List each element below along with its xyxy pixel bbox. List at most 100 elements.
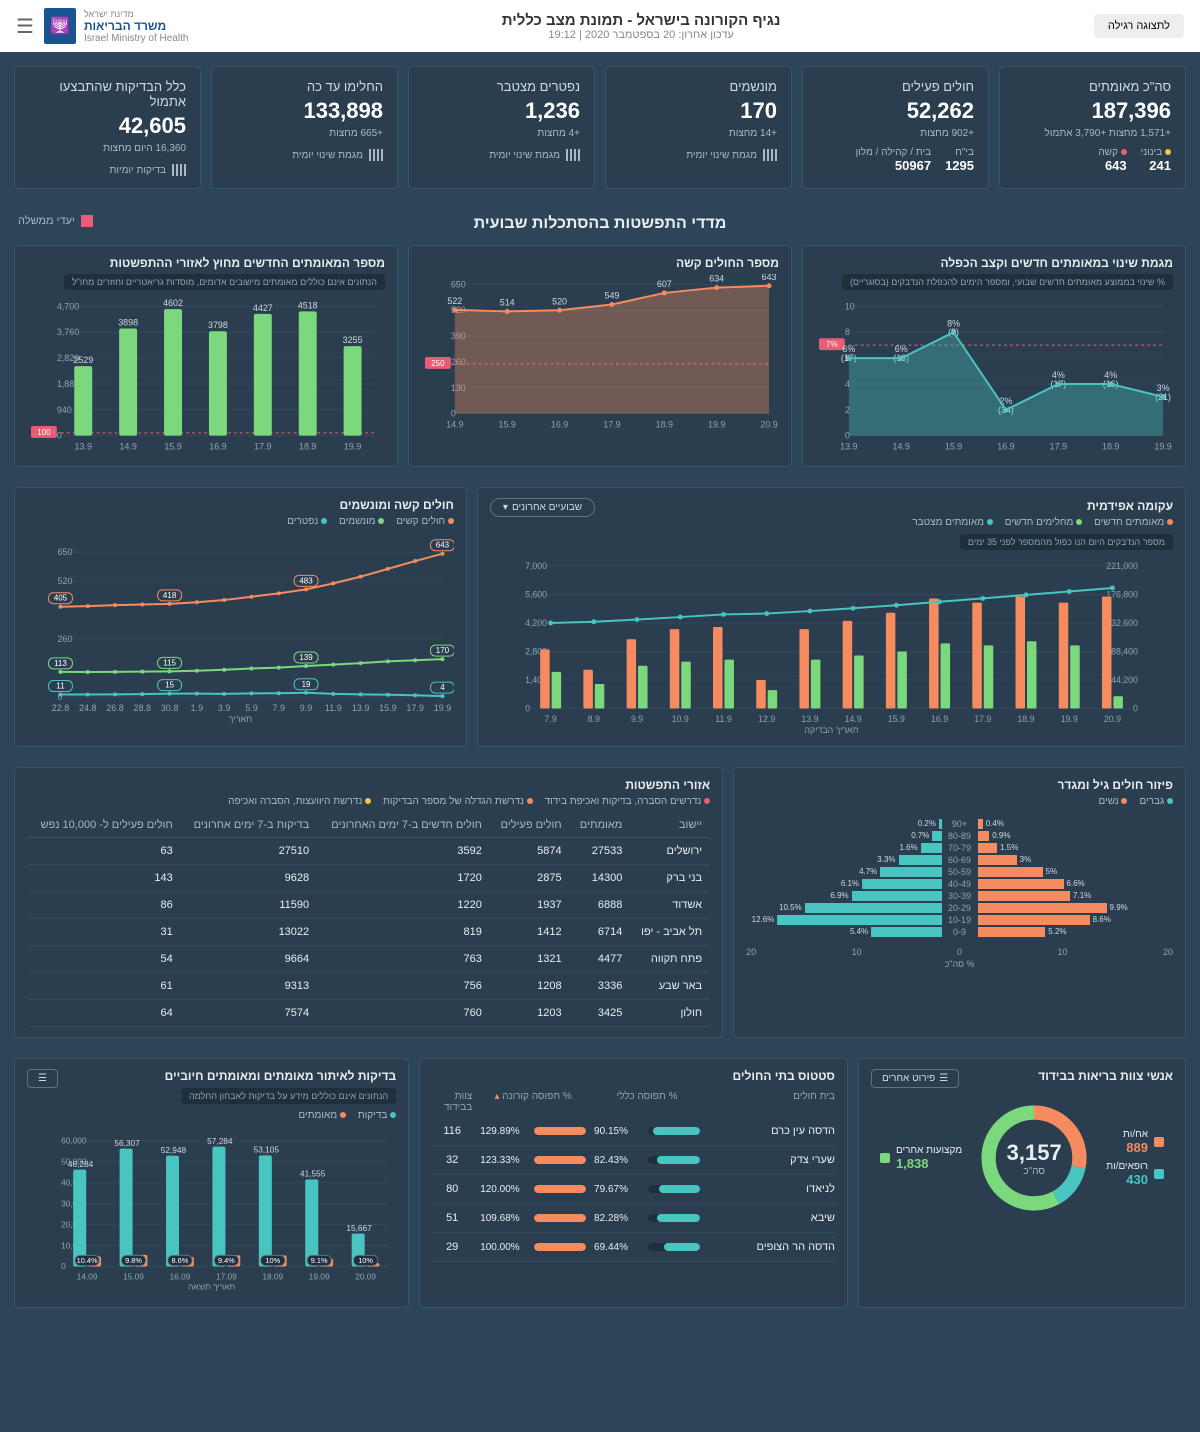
svg-text:19.9: 19.9: [434, 703, 452, 713]
kpi-card: נפטרים מצטבר 1,236 +4 מחצותמגמת שינוי יו…: [408, 66, 595, 189]
svg-text:4518: 4518: [298, 300, 318, 310]
age-title: פיזור חולים גיל ומגדר: [746, 778, 1173, 792]
svg-text:10%: 10%: [265, 1256, 280, 1265]
svg-text:15.9: 15.9: [498, 420, 515, 430]
table-header[interactable]: חולים פעילים: [490, 813, 570, 838]
svg-text:19.9: 19.9: [344, 442, 361, 452]
table-row[interactable]: בני ברק14300287517209628143: [27, 865, 710, 892]
epicurve-title: עקומה אפידמית: [1087, 499, 1173, 513]
legend-item: חולים קשים: [396, 516, 454, 527]
svg-text:8.9: 8.9: [588, 714, 600, 724]
svg-text:3,760: 3,760: [57, 327, 79, 337]
svg-text:19.9: 19.9: [1061, 714, 1078, 724]
legend-item: נשים: [1099, 796, 1128, 807]
svg-text:10.4%: 10.4%: [77, 1256, 98, 1265]
table-header[interactable]: חולים פעילים ל- 10,000 נפש: [27, 813, 181, 838]
kpi-trend-link[interactable]: מגמת שינוי יומית: [226, 149, 383, 161]
table-header[interactable]: יישוב: [630, 813, 710, 838]
table-header[interactable]: בדיקות ב-7 ימים אחרונים: [181, 813, 317, 838]
table-row[interactable]: חולון34251203760757464: [27, 1000, 710, 1027]
svg-text:9.9: 9.9: [631, 714, 643, 724]
svg-text:24.8: 24.8: [79, 703, 97, 713]
svg-text:22.8: 22.8: [52, 703, 70, 713]
hospitals-card: סטטוס בתי החולים בית חולים % תפוסה כללי …: [419, 1058, 848, 1308]
state-emblem-icon: 🕎: [44, 8, 76, 44]
chevron-down-icon: ▾: [503, 502, 508, 513]
svg-text:15: 15: [165, 681, 174, 690]
svg-text:15.9: 15.9: [945, 442, 962, 452]
svg-text:139: 139: [299, 653, 313, 662]
svg-text:115: 115: [163, 658, 176, 667]
weekly-section: מדדי התפשטות בהסתכלות שבועית יעדי ממשלה …: [0, 203, 1200, 481]
svg-text:643: 643: [436, 541, 450, 550]
logo: 🕎 מדינת ישראל משרד הבריאות Israel Minist…: [44, 8, 188, 44]
svg-text:41,555: 41,555: [300, 1169, 326, 1179]
table-header[interactable]: מאומתים: [570, 813, 631, 838]
hosp-col-gen: % תפוסה כללי: [594, 1091, 700, 1113]
tests-chart: 60,00050,00040,00030,00020,00010,000046,…: [27, 1127, 396, 1297]
zones-card: אזורי התפשטות נדרשים הסברה, בדיקות ואכיפ…: [14, 767, 723, 1038]
table-row[interactable]: פתח תקווה44771321763966454: [27, 946, 710, 973]
svg-text:4: 4: [440, 683, 445, 692]
hospital-row[interactable]: שיבא 82.28% 109.68% 51: [432, 1204, 835, 1233]
table-row[interactable]: אשדוד6888193712201159086: [27, 892, 710, 919]
svg-text:16.9: 16.9: [931, 714, 948, 724]
kpi-sub: +14 מחצות: [620, 128, 777, 139]
table-row[interactable]: תל אביב - יפו671414128191302231: [27, 919, 710, 946]
svg-text:14.09: 14.09: [77, 1271, 98, 1281]
svg-text:18.09: 18.09: [262, 1271, 283, 1281]
svg-text:15.09: 15.09: [123, 1271, 144, 1281]
hospital-row[interactable]: לניאדו 79.67% 120.00% 80: [432, 1175, 835, 1204]
hospital-row[interactable]: הדסה הר הצופים 69.44% 100.00% 29: [432, 1233, 835, 1262]
chart-note: הנתונים אינם כוללים מאומתים מישובים אדומ…: [64, 274, 385, 290]
svg-text:13.9: 13.9: [352, 703, 370, 713]
legend-item: מחלימים חדשים: [1005, 517, 1082, 528]
bottom-section: אנשי צוות בריאות בבידוד ☰ פירוט אחרים אח…: [0, 1052, 1200, 1322]
age-row: 0.9% 80-89 0.7%: [746, 831, 1173, 841]
svg-text:650: 650: [57, 547, 72, 557]
epicurve-range-dropdown[interactable]: שבועיים אחרונים ▾: [490, 498, 595, 517]
hospital-row[interactable]: הדסה עין כרם 90.15% 129.89% 116: [432, 1117, 835, 1146]
svg-text:14.9: 14.9: [892, 442, 909, 452]
svg-text:650: 650: [451, 279, 466, 289]
weekly-chart-card: מספר החולים קשה650520390260130025052214.…: [408, 245, 792, 467]
svg-text:4,700: 4,700: [57, 301, 79, 311]
svg-text:3798: 3798: [208, 320, 228, 330]
legend-item: גברים: [1139, 796, 1173, 807]
isolation-detail-button[interactable]: ☰ פירוט אחרים: [871, 1069, 959, 1088]
hospital-row[interactable]: שערי צדק 82.43% 123.33% 32: [432, 1146, 835, 1175]
kpi-trend-link[interactable]: בדיקות יומיות: [29, 164, 186, 176]
svg-text:4427: 4427: [253, 303, 273, 313]
legend-item: מאומתים: [298, 1110, 345, 1121]
svg-text:16.9: 16.9: [551, 420, 568, 430]
svg-text:19.9: 19.9: [708, 420, 725, 430]
table-row[interactable]: ירושלים27533587435922751063: [27, 838, 710, 865]
hosp-col-name: בית חולים: [708, 1091, 835, 1113]
tests-card: בדיקות לאיתור מאומתים ומאומתים חיוביים ☰…: [14, 1058, 409, 1308]
age-row: 8.6% 10-19 12.6%: [746, 915, 1173, 925]
severe-card: חולים קשה ומונשמים חולים קשים מונשמים נפ…: [14, 487, 467, 747]
kpi-value: 1,236: [423, 98, 580, 124]
svg-text:13.9: 13.9: [840, 442, 857, 452]
kpi-value: 42,605: [29, 113, 186, 139]
table-row[interactable]: באר שבע33361208756931361: [27, 973, 710, 1000]
bar-chart-icon: [172, 164, 186, 176]
svg-text:0: 0: [525, 703, 530, 713]
svg-text:643: 643: [762, 274, 777, 282]
age-gender-card: פיזור חולים גיל ומגדר גברים נשים 0.4% +9…: [733, 767, 1186, 1038]
svg-text:10: 10: [845, 301, 855, 311]
svg-text:0: 0: [57, 431, 62, 441]
kpi-trend-link[interactable]: מגמת שינוי יומית: [620, 149, 777, 161]
svg-text:52,948: 52,948: [161, 1145, 187, 1155]
svg-text:60,000: 60,000: [61, 1136, 87, 1146]
svg-text:20.9: 20.9: [760, 420, 777, 430]
kpi-trend-link[interactable]: מגמת שינוי יומית: [423, 149, 580, 161]
svg-text:15.9: 15.9: [164, 442, 181, 452]
tests-detail-button[interactable]: ☰: [27, 1069, 58, 1088]
display-mode-button[interactable]: לתצוגה רגילה: [1094, 14, 1184, 38]
kpi-title: החלימו עד כה: [226, 79, 383, 94]
menu-icon[interactable]: ☰: [16, 14, 34, 39]
legend-item: מאומתים מצטבר: [912, 517, 992, 528]
table-header[interactable]: חולים חדשים ב-7 ימים האחרונים: [317, 813, 490, 838]
svg-text:9.8%: 9.8%: [125, 1256, 142, 1265]
